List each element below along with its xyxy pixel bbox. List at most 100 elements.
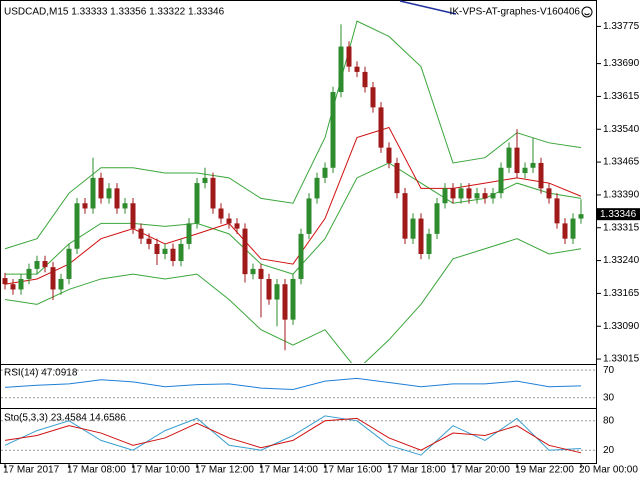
- candle-body: [266, 278, 272, 300]
- candle-body: [426, 233, 432, 255]
- candle-body: [2, 278, 8, 285]
- x-tick-label: 17 Mar 10:00: [131, 465, 190, 476]
- y-tick-label: 30: [603, 392, 615, 403]
- y-tick-label: 1.33315: [603, 222, 640, 233]
- candle-body: [138, 228, 144, 239]
- candle-body: [66, 248, 72, 279]
- smiley-icon: [581, 6, 593, 18]
- candle-body: [418, 218, 424, 255]
- candle-body: [538, 162, 544, 189]
- candle-body: [18, 278, 24, 290]
- candle-body: [178, 243, 184, 262]
- candle-body: [458, 188, 464, 199]
- x-tick-label: 17 Mar 18:00: [387, 465, 446, 476]
- candle-body: [434, 203, 440, 234]
- candle-body: [474, 193, 480, 199]
- plot-frame: [0, 0, 597, 464]
- candle-body: [154, 243, 160, 255]
- candle-body: [498, 167, 504, 194]
- candle-body: [98, 177, 104, 199]
- y-tick-label: 1.33165: [603, 288, 640, 299]
- candle-body: [466, 188, 472, 199]
- candle-body: [282, 284, 288, 320]
- candle-body: [570, 218, 576, 239]
- y-tick-label: 1.33240: [603, 255, 640, 266]
- price-label: 1.33346: [600, 209, 637, 220]
- candle-body: [106, 188, 112, 199]
- overlay-line: [4, 238, 582, 363]
- candle-body: [442, 188, 448, 204]
- candle-body: [298, 233, 304, 279]
- x-tick-label: 17 Mar 2017: [3, 465, 60, 476]
- candle-body: [82, 203, 88, 209]
- candle-body: [506, 147, 512, 168]
- candle-body: [402, 193, 408, 239]
- candle-body: [530, 162, 536, 168]
- y-tick-label: 80: [603, 415, 615, 426]
- panel-title: RSI(14) 47.0918: [4, 368, 78, 379]
- candle-body: [370, 87, 376, 108]
- x-tick-label: 20 Mar 00:00: [579, 465, 638, 476]
- candle-body: [450, 188, 456, 199]
- candle-body: [290, 278, 296, 320]
- candle-body: [242, 228, 248, 275]
- candle-body: [354, 66, 360, 72]
- candle-body: [10, 284, 16, 290]
- x-tick-label: 17 Mar 12:00: [195, 465, 254, 476]
- candle-body: [562, 223, 568, 239]
- candle-body: [34, 261, 40, 269]
- panel-lines: [4, 377, 582, 390]
- panel-title: Sto(5,3,3) 23.4584 14.6586: [4, 413, 126, 424]
- candle-body: [378, 107, 384, 148]
- candle-body: [74, 203, 80, 249]
- candle-body: [314, 177, 320, 199]
- watermark: IK-VPS-AT-graphes-V160406: [450, 7, 581, 18]
- y-tick-label: 1.33390: [603, 190, 640, 201]
- y-tick-label: 1.33015: [603, 354, 640, 365]
- candle-body: [522, 167, 528, 174]
- candle-body: [394, 162, 400, 194]
- candle-body: [306, 198, 312, 234]
- candle-body: [130, 203, 136, 229]
- overlay-line: [4, 126, 582, 285]
- candle-body: [546, 188, 552, 199]
- y-tick-label: 1.33465: [603, 157, 640, 168]
- candle-body: [122, 203, 128, 209]
- y-tick-label: 1.33090: [603, 321, 640, 332]
- candle-body: [202, 177, 208, 184]
- candle-body: [218, 208, 224, 219]
- y-tick-label: 20: [603, 445, 615, 456]
- candle-body: [410, 218, 416, 239]
- indicator-line: [4, 377, 582, 390]
- x-tick-label: 19 Mar 22:00: [515, 465, 574, 476]
- indicator-line: [4, 417, 582, 454]
- candle-body: [250, 268, 256, 275]
- candle-body: [226, 218, 232, 224]
- candle-body: [162, 248, 168, 255]
- x-tick-label: 17 Mar 08:00: [67, 465, 126, 476]
- candle-body: [338, 46, 344, 93]
- x-tick-label: 17 Mar 16:00: [323, 465, 382, 476]
- candle-body: [362, 71, 368, 88]
- candle-body: [514, 147, 520, 174]
- candle-body: [146, 238, 152, 244]
- candle-body: [578, 214, 584, 219]
- candle-body: [554, 198, 560, 224]
- candle-body: [346, 46, 352, 67]
- candles: [2, 20, 584, 363]
- price-label-box: [597, 208, 640, 221]
- candle-body: [58, 278, 64, 290]
- panel-lines: [4, 415, 582, 456]
- indicator-line: [4, 415, 582, 456]
- trend-line: [399, 0, 457, 15]
- chart-title: USDCAD,M15 1.33333 1.33356 1.33322 1.333…: [4, 7, 225, 18]
- candle-body: [274, 284, 280, 300]
- candle-body: [210, 177, 216, 209]
- y-tick-label: 1.33540: [603, 124, 640, 135]
- candle-body: [26, 268, 32, 279]
- candle-body: [90, 177, 96, 209]
- candle-body: [170, 248, 176, 262]
- candle-body: [194, 183, 200, 224]
- overlay-line: [4, 20, 582, 250]
